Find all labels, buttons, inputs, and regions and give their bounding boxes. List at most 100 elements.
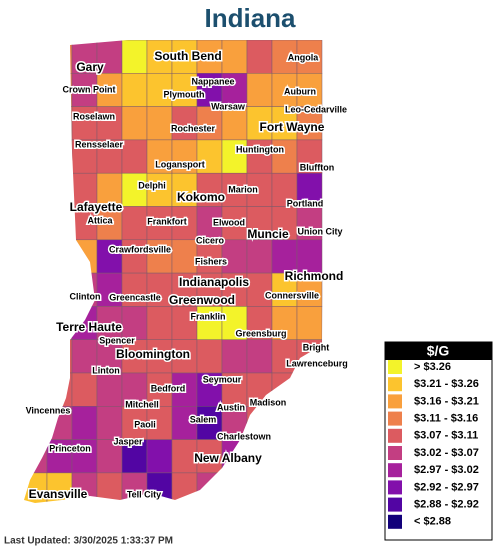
county (46, 172, 73, 207)
city-label: Richmond (285, 269, 344, 283)
city-label: Indianapolis (179, 275, 249, 289)
legend-swatch (388, 411, 402, 426)
county (221, 306, 248, 340)
county (96, 172, 123, 207)
county (271, 139, 298, 174)
city-label: Cicero (196, 235, 225, 245)
county (96, 306, 123, 340)
county (46, 372, 73, 407)
county (71, 372, 98, 407)
city-labels: Gary South Bend Angola Crown Point Nappanee A… (24, 48, 349, 503)
county (271, 73, 298, 107)
city-label: Attica (87, 215, 113, 225)
county (146, 306, 173, 340)
city-label: Gary (76, 60, 104, 74)
county (271, 106, 298, 141)
city-label: Auburn (284, 86, 316, 96)
legend-title: $/G (427, 343, 450, 359)
county (196, 439, 223, 474)
county (196, 139, 223, 174)
county (296, 306, 323, 340)
county (296, 172, 323, 207)
county (196, 206, 223, 241)
county (121, 439, 148, 474)
legend-label: $3.16 - $3.21 (414, 395, 479, 407)
legend-swatch (388, 463, 402, 478)
city-label: Clinton (70, 291, 101, 301)
city-label: Lafayette (70, 200, 123, 214)
city-label: Elwood (213, 217, 245, 227)
county (121, 406, 148, 440)
legend-header (385, 342, 492, 360)
county (221, 40, 248, 74)
county (146, 239, 173, 274)
city-label: New Albany (194, 451, 262, 465)
county (24, 139, 48, 174)
legend-swatch (388, 377, 402, 392)
city-label: Union City (298, 226, 343, 236)
legend-swatch (388, 360, 402, 374)
legend-swatch (388, 497, 402, 512)
county (121, 272, 148, 307)
county (171, 472, 198, 503)
county (96, 106, 123, 141)
county (96, 472, 123, 503)
city-label: Angola (288, 52, 319, 62)
county (146, 372, 173, 407)
city-label: Nappanee (191, 76, 234, 86)
county (171, 172, 198, 207)
county (24, 73, 48, 107)
city-label: Salem (190, 414, 217, 424)
legend-label: > $3.26 (414, 361, 451, 373)
county (221, 272, 248, 307)
county (24, 339, 48, 374)
county (71, 439, 98, 474)
county (46, 239, 73, 274)
county (146, 206, 173, 241)
county (24, 40, 48, 74)
county (296, 73, 323, 107)
city-label: Bloomington (116, 347, 190, 361)
county (196, 406, 223, 440)
county (24, 439, 48, 474)
county (24, 206, 48, 241)
city-label: Connersville (265, 290, 319, 300)
county (246, 206, 273, 241)
city-label: Rochester (171, 123, 216, 133)
city-label: Jasper (113, 436, 143, 446)
county (221, 73, 248, 107)
county (221, 472, 248, 503)
map-title: Indiana (204, 3, 296, 33)
legend-swatch (388, 480, 402, 495)
city-label: Mitchell (125, 399, 159, 409)
county (46, 272, 73, 307)
legend: $/G > $3.26 $3.21 - $3.26 $3.16 - $3.21 $3.… (384, 341, 493, 541)
city-label: Logansport (155, 159, 205, 169)
county (71, 272, 98, 307)
city-label: Tell City (127, 489, 161, 499)
city-label: Rensselaer (75, 139, 124, 149)
county (121, 73, 148, 107)
city-label: Frankfort (147, 216, 187, 226)
county (96, 139, 123, 174)
county (296, 439, 323, 474)
city-label: Bluffton (300, 162, 334, 172)
county (146, 40, 173, 74)
county (171, 239, 198, 274)
county (24, 272, 48, 307)
city-label: Bedford (151, 383, 186, 393)
county (246, 73, 273, 107)
county (296, 272, 323, 307)
city-label: Fort Wayne (260, 120, 325, 134)
county (296, 372, 323, 407)
county (196, 272, 223, 307)
county (296, 472, 323, 503)
city-label: Crawfordsville (109, 244, 171, 254)
county (221, 106, 248, 141)
city-label: Evansville (29, 487, 88, 501)
city-label: Princeton (49, 443, 91, 453)
county (121, 40, 148, 74)
county (171, 106, 198, 141)
legend-label: $3.02 - $3.07 (414, 447, 479, 459)
